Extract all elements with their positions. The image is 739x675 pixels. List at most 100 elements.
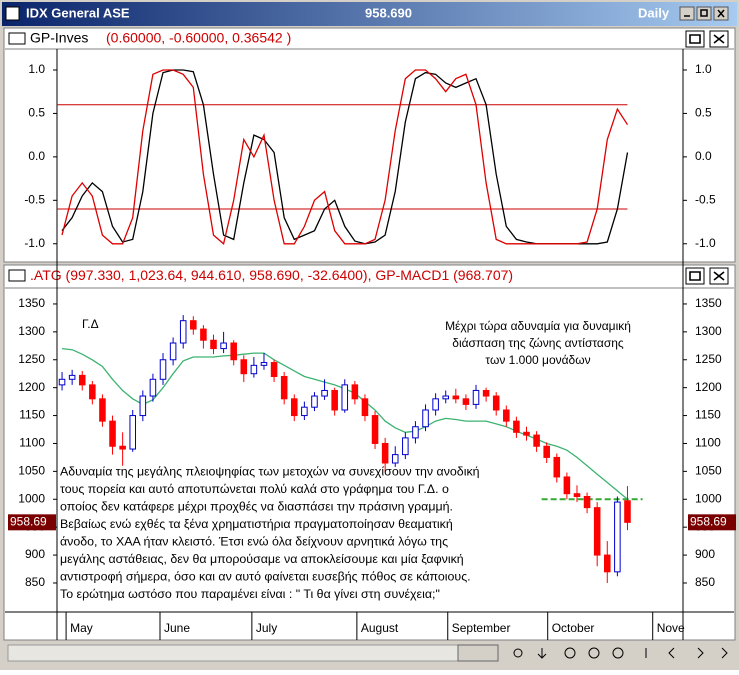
y-tick-label: 1350: [695, 296, 722, 310]
candle-body: [250, 364, 258, 375]
y-tick-label: -1.0: [695, 236, 716, 250]
candle-body: [301, 406, 308, 417]
zoom-icon[interactable]: [588, 647, 600, 659]
annotation-text: Το ερώτημα ωστόσο που παραμένει είναι : …: [60, 587, 440, 601]
y-tick-label: 900: [25, 547, 45, 561]
y-tick-label: 1100: [19, 436, 45, 450]
candle-body: [503, 409, 510, 422]
candle-body: [452, 395, 460, 400]
annotation-text: Βεβαίως ενώ εχθές τα ξένα χρηματιστήρια …: [60, 517, 453, 531]
scroll-thumb[interactable]: [457, 644, 499, 662]
button-glyphs: [689, 34, 725, 281]
candle-body: [280, 375, 288, 400]
panel-restore[interactable]: [685, 30, 705, 48]
minimize-button[interactable]: [679, 6, 695, 21]
candle-body: [472, 389, 480, 405]
candle-body: [482, 389, 490, 397]
candle-body: [361, 398, 369, 417]
x-tick-label: Nove: [657, 621, 685, 635]
y-tick-label: 1250: [18, 352, 45, 366]
candle-body: [149, 378, 157, 397]
y-tick-label: 1150: [695, 408, 721, 422]
button-glyphs: [684, 9, 725, 18]
refresh-icon[interactable]: [513, 648, 523, 658]
toolbar-icons[interactable]: [513, 647, 728, 659]
annotation-text: Αδυναμία της μεγάλης πλειοψηφίας των μετ…: [60, 464, 480, 478]
x-tick-label: July: [256, 621, 277, 635]
move-icon[interactable]: [564, 647, 576, 659]
maximize-button[interactable]: [696, 6, 712, 21]
y-tick-label: 0.5: [28, 106, 45, 120]
annotation-note: των 1.000 μονάδων: [485, 353, 590, 367]
candle-body: [311, 395, 318, 408]
annotation-text: μεγάλης αστάθειας, δεν θα μπορούσαμε να …: [60, 552, 464, 566]
annotation-text: άνοδο, το ΧΑΑ ήταν κλειστό. Έτσι ενώ όλα…: [60, 534, 448, 548]
candle-body: [614, 501, 621, 573]
y-tick-label: 1200: [695, 380, 722, 394]
series-line: [61, 69, 629, 245]
title-bar: [2, 2, 737, 26]
candle-body: [68, 374, 76, 380]
y-tick-label: 1300: [18, 324, 45, 338]
x-tick-label: August: [361, 621, 399, 635]
panel-price: [3, 264, 736, 641]
panel-icon: [8, 32, 26, 45]
candle-body: [371, 415, 379, 444]
panel-buttons[interactable]: [685, 30, 729, 285]
candle-body: [220, 342, 227, 350]
candle-body: [543, 445, 550, 458]
panel-header: [5, 29, 734, 49]
x-tick-label: October: [552, 621, 595, 635]
panel-name: .ATG (997.330, 1,023.64, 944.610, 958.69…: [30, 267, 513, 283]
panel-restore[interactable]: [685, 267, 705, 285]
scrollbar[interactable]: [7, 644, 459, 662]
candle-body: [89, 384, 96, 400]
y-tick-label: 0.0: [28, 149, 45, 163]
candle-body: [341, 384, 349, 411]
y-tick-label: 1050: [18, 464, 45, 478]
window-period: Daily: [638, 5, 670, 20]
candle-body: [553, 456, 561, 478]
candle-body: [391, 454, 399, 464]
candle-body: [523, 431, 530, 436]
last-label-right-bg: [688, 514, 736, 531]
annotation-text: τους πορεία και αυτό αποτυπώνεται πολύ κ…: [60, 482, 449, 496]
y-tick-label: 0.5: [695, 106, 712, 120]
candle-body: [603, 554, 611, 573]
panel-name: GP-Inves: [30, 30, 88, 46]
candle-body: [624, 500, 631, 523]
candle-body: [78, 374, 86, 386]
panel-icon: [8, 269, 26, 282]
nav-icons[interactable]: [645, 647, 728, 659]
window-title: IDX General ASE: [26, 5, 130, 20]
last-label-right: 958.69: [690, 514, 727, 528]
candle-body: [260, 362, 268, 366]
candle-body: [190, 320, 197, 330]
y-tick-label: 1000: [18, 491, 45, 505]
y-tick-label: 850: [695, 575, 715, 589]
last-label-left-bg: [8, 514, 56, 531]
candle-body: [462, 398, 470, 405]
down-icon[interactable]: [537, 648, 547, 659]
candle-body: [563, 476, 571, 495]
window-buttons[interactable]: [679, 6, 729, 21]
annotation-note: διάσπαση της ζώνης αντίστασης: [452, 336, 624, 350]
candle-body: [139, 395, 147, 417]
candle-body: [321, 389, 328, 397]
candle-body: [210, 339, 217, 350]
y-tick-label: 1150: [19, 408, 45, 422]
x-tick-label: June: [164, 621, 190, 635]
candle-body: [129, 415, 137, 450]
candle-body: [442, 395, 450, 400]
y-tick-label: 1.0: [695, 62, 712, 76]
zoom-out-icon[interactable]: [612, 647, 624, 659]
symbol: .ATG: [30, 267, 62, 283]
y-tick-label: 1350: [18, 296, 45, 310]
candle-body: [402, 437, 409, 456]
y-tick-label: 1050: [695, 464, 722, 478]
candle-body: [331, 389, 338, 411]
y-tick-label: -0.5: [24, 192, 45, 206]
y-tick-label: 1.0: [28, 62, 45, 76]
